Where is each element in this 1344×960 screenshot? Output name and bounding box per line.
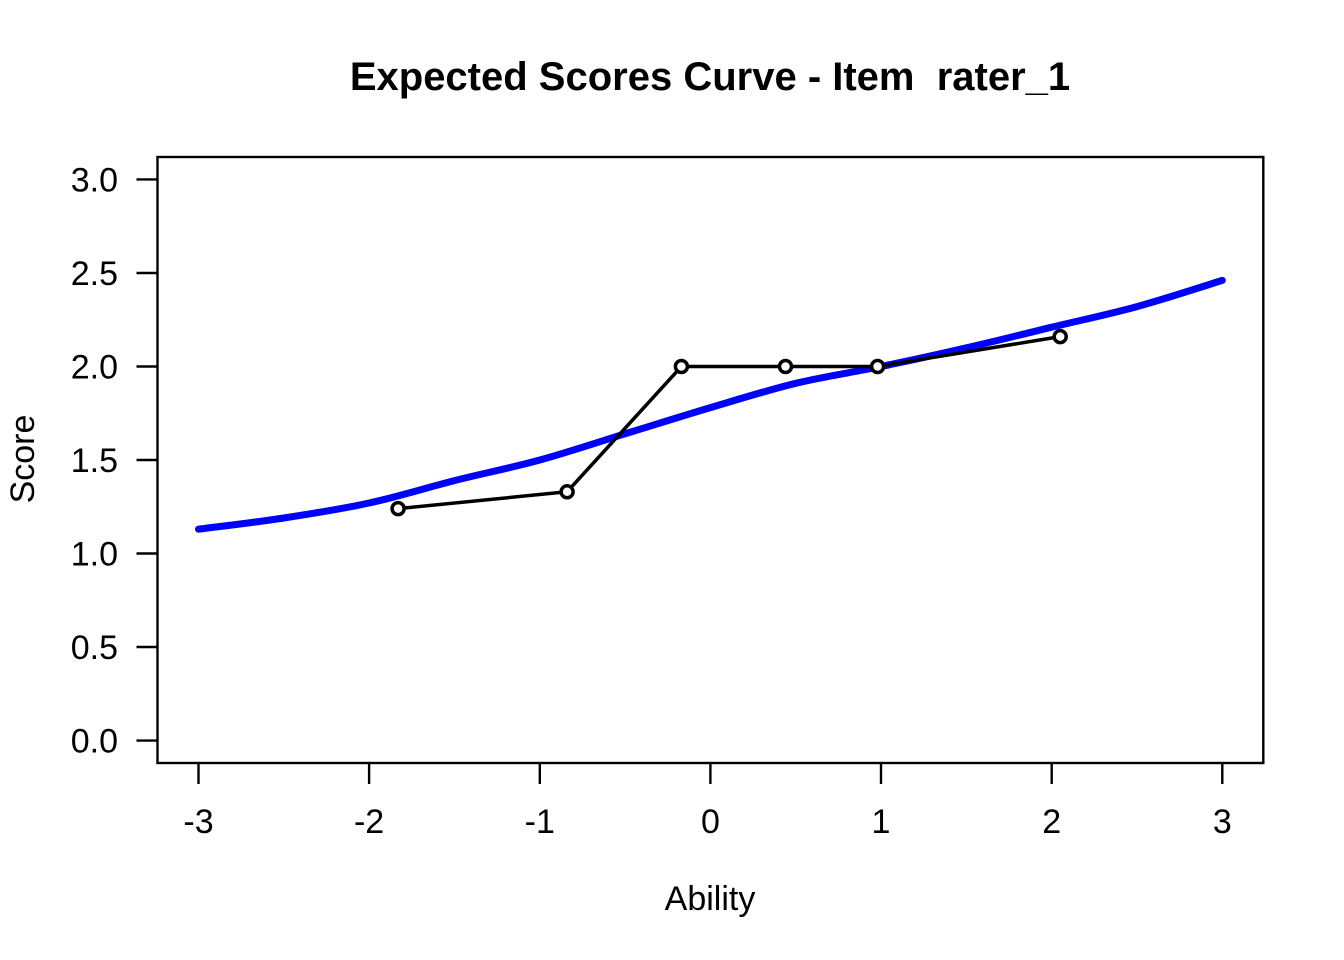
y-axis-tick-label: 1.5 [71,442,118,480]
x-axis-title: Ability [664,880,756,918]
x-axis-tick-label: 1 [872,803,891,841]
x-axis-tick-label: 3 [1213,803,1232,841]
plot-border [156,155,1265,765]
observed-score-point [777,358,794,375]
observed-score-point [390,500,406,517]
x-axis-tick-label: 0 [701,803,720,841]
y-axis-tick-label: 3.0 [71,161,118,199]
observed-scores-line [396,334,1062,511]
observed-score-point [559,484,575,500]
x-axis-tick-label: -1 [525,803,555,841]
x-axis-tick-label: -2 [354,803,384,841]
y-axis-tick-label: 1.0 [71,535,118,573]
observed-score-point [869,358,886,375]
expected-score-curve [195,276,1226,533]
y-axis-tick-label: 2.5 [71,255,118,293]
observed-score-point [1052,328,1068,345]
y-axis-tick-label: 0.5 [71,629,118,667]
y-axis-tick-label: 2.0 [71,348,118,386]
x-axis-tick-label: 2 [1042,803,1061,841]
y-axis-tick-label: 0.0 [71,723,118,761]
observed-score-point [673,358,690,375]
x-axis-tick-label: -3 [183,803,213,841]
y-axis-title: Score [4,414,42,504]
chart-title: Expected Scores Curve - Item rater_1 [349,55,1071,99]
